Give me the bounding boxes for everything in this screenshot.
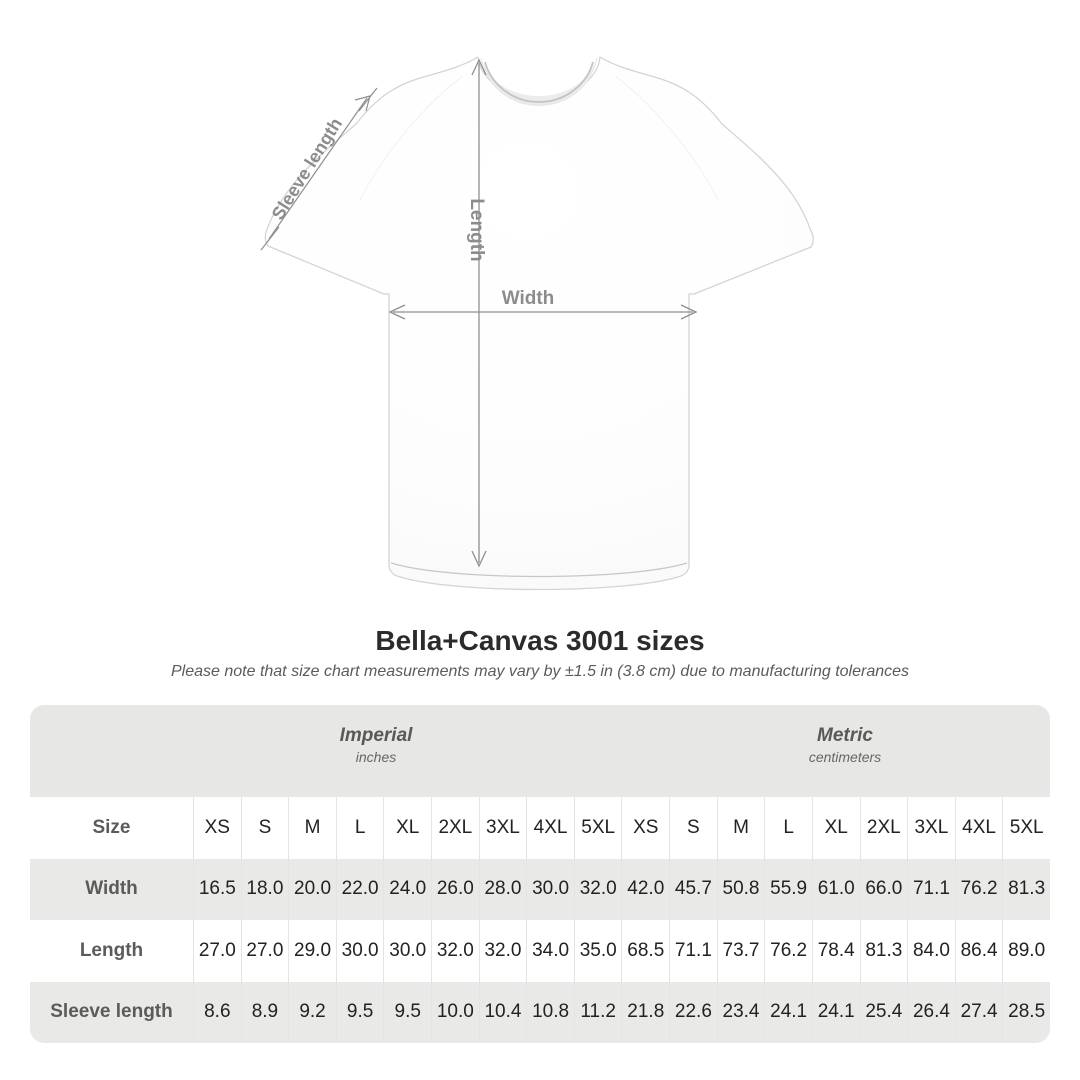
svg-text:Length: Length <box>466 198 487 261</box>
svg-text:Width: Width <box>502 288 555 309</box>
